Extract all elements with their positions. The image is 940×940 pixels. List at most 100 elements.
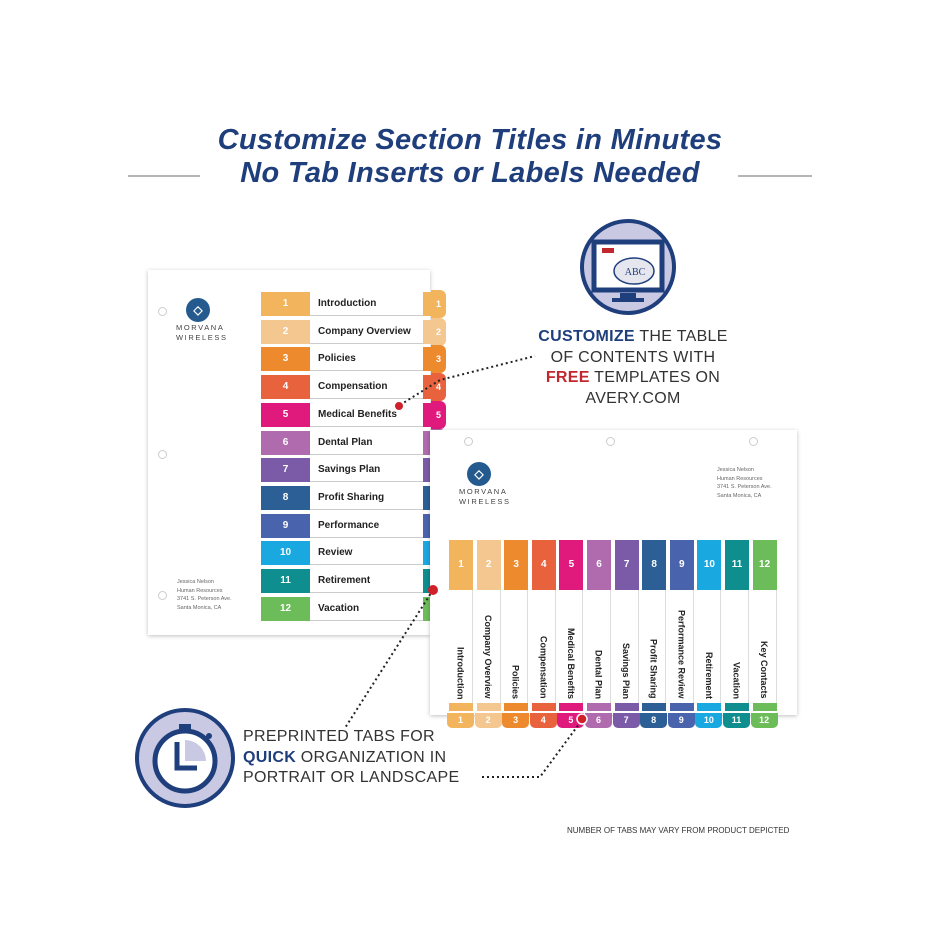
- section-title-cell: Compensation: [531, 590, 556, 703]
- section-title: Profit Sharing: [310, 485, 423, 510]
- section-title: Key Contacts: [759, 641, 770, 699]
- section-title: Company Overview: [483, 615, 494, 699]
- divider-tab[interactable]: 11: [723, 713, 750, 728]
- toc-column: 9 Performance Review 9: [667, 540, 695, 728]
- color-strip: [476, 703, 501, 711]
- morvana-logo-icon: ◇: [186, 298, 210, 322]
- section-number: 4: [531, 540, 556, 590]
- section-title-cell: Policies: [504, 590, 529, 703]
- toc-row: 4 Compensation 4: [261, 373, 446, 402]
- toc-column: 11 Vacation 11: [723, 540, 750, 728]
- section-title: Savings Plan: [621, 642, 632, 699]
- section-number: 2: [476, 540, 501, 590]
- color-strip: [697, 703, 722, 711]
- section-title: Retirement: [310, 569, 423, 593]
- toc-column: 7 Savings Plan 7: [612, 540, 640, 728]
- toc-column: 4 Compensation 4: [529, 540, 557, 728]
- section-title-cell: Vacation: [725, 590, 749, 703]
- section-number: 9: [669, 540, 694, 590]
- toc-column: 6 Dental Plan 6: [585, 540, 612, 728]
- punch-hole: [464, 437, 473, 446]
- section-title: Compensation: [310, 375, 423, 400]
- divider-tab[interactable]: 10: [695, 713, 723, 728]
- section-number: 6: [587, 540, 611, 590]
- section-title: Introduction: [455, 646, 466, 700]
- section-title: Savings Plan: [310, 458, 423, 483]
- section-title: Performance: [310, 513, 423, 538]
- divider-tab[interactable]: 5: [557, 713, 585, 728]
- section-title-cell: Dental Plan: [587, 590, 611, 703]
- color-strip: [423, 402, 431, 427]
- toc-row: 10Review10: [261, 539, 446, 568]
- divider-tab[interactable]: 7: [612, 713, 640, 728]
- divider-tab[interactable]: 3: [431, 345, 446, 374]
- section-title-cell: Medical Benefits: [559, 590, 584, 703]
- brand-name: MORVANA WIRELESS: [459, 487, 511, 506]
- color-strip: [423, 292, 431, 316]
- divider-tab[interactable]: 2: [431, 317, 446, 346]
- section-number: 5: [261, 402, 310, 427]
- section-number: 9: [261, 513, 310, 538]
- section-number: 2: [261, 319, 310, 344]
- stopwatch-icon: [135, 708, 235, 808]
- color-strip: [423, 513, 431, 538]
- section-number: 3: [504, 540, 529, 590]
- section-number: 10: [261, 541, 310, 566]
- color-strip: [423, 485, 431, 510]
- punch-hole: [158, 591, 167, 600]
- punch-hole: [158, 307, 167, 316]
- divider-tab[interactable]: 4: [529, 713, 557, 728]
- divider-tab[interactable]: 8: [640, 713, 668, 728]
- punch-hole: [158, 450, 167, 459]
- divider-tab[interactable]: 12: [750, 713, 778, 728]
- color-strip: [423, 347, 431, 372]
- punch-hole: [606, 437, 615, 446]
- headline-line-2: No Tab Inserts or Labels Needed: [240, 157, 700, 189]
- section-title: Dental Plan: [593, 649, 604, 699]
- section-title-cell: Key Contacts: [752, 590, 777, 703]
- color-strip: [504, 703, 529, 711]
- toc-row: 2 Company Overview 2: [261, 317, 446, 346]
- section-number: 1: [261, 292, 310, 316]
- color-strip: [725, 703, 749, 711]
- section-number: 1: [449, 540, 473, 590]
- section-number: 7: [261, 458, 310, 483]
- divider-tab[interactable]: 2: [474, 713, 502, 728]
- section-title: Vacation: [731, 661, 742, 699]
- punch-hole: [749, 437, 758, 446]
- section-title: Medical Benefits: [310, 402, 423, 427]
- toc-row: 9Performance9: [261, 511, 446, 540]
- toc-column: 1 Introduction 1: [447, 540, 474, 728]
- computer-monitor-icon: ABC: [580, 219, 676, 315]
- divider-tab[interactable]: 5: [431, 400, 446, 429]
- divider-tab[interactable]: 6: [585, 713, 612, 728]
- section-number: 5: [559, 540, 584, 590]
- brand-name: MORVANA WIRELESS: [176, 323, 228, 342]
- toc-column: 3 Policies 3: [502, 540, 530, 728]
- portrait-address: Jessica Nelson Human Resources 3741 S. Pet…: [177, 579, 232, 611]
- svg-text:ABC: ABC: [625, 267, 646, 278]
- divider-tab[interactable]: 9: [667, 713, 695, 728]
- color-strip: [423, 569, 431, 593]
- color-strip: [423, 375, 431, 400]
- toc-column: 2 Company Overview 2: [474, 540, 502, 728]
- divider-tab[interactable]: 4: [431, 373, 446, 402]
- color-strip: [559, 703, 584, 711]
- divider-tab[interactable]: 1: [447, 713, 474, 728]
- toc-row: 12Vacation12: [261, 594, 446, 623]
- section-title: Retirement: [703, 651, 714, 699]
- divider-tab[interactable]: 1: [431, 290, 446, 318]
- toc-row: 3 Policies 3: [261, 345, 446, 374]
- divider-tab[interactable]: 3: [502, 713, 530, 728]
- section-number: 11: [725, 540, 749, 590]
- color-strip: [449, 703, 473, 711]
- headline-line-1: Customize Section Titles in Minutes: [217, 124, 723, 156]
- section-title-cell: Performance Review: [669, 590, 694, 703]
- color-strip: [587, 703, 611, 711]
- section-title-cell: Retirement: [697, 590, 722, 703]
- section-number: 12: [261, 596, 310, 621]
- color-strip: [423, 430, 431, 455]
- toc-column: 12 Key Contacts 12: [750, 540, 778, 728]
- section-title: Medical Benefits: [565, 627, 576, 699]
